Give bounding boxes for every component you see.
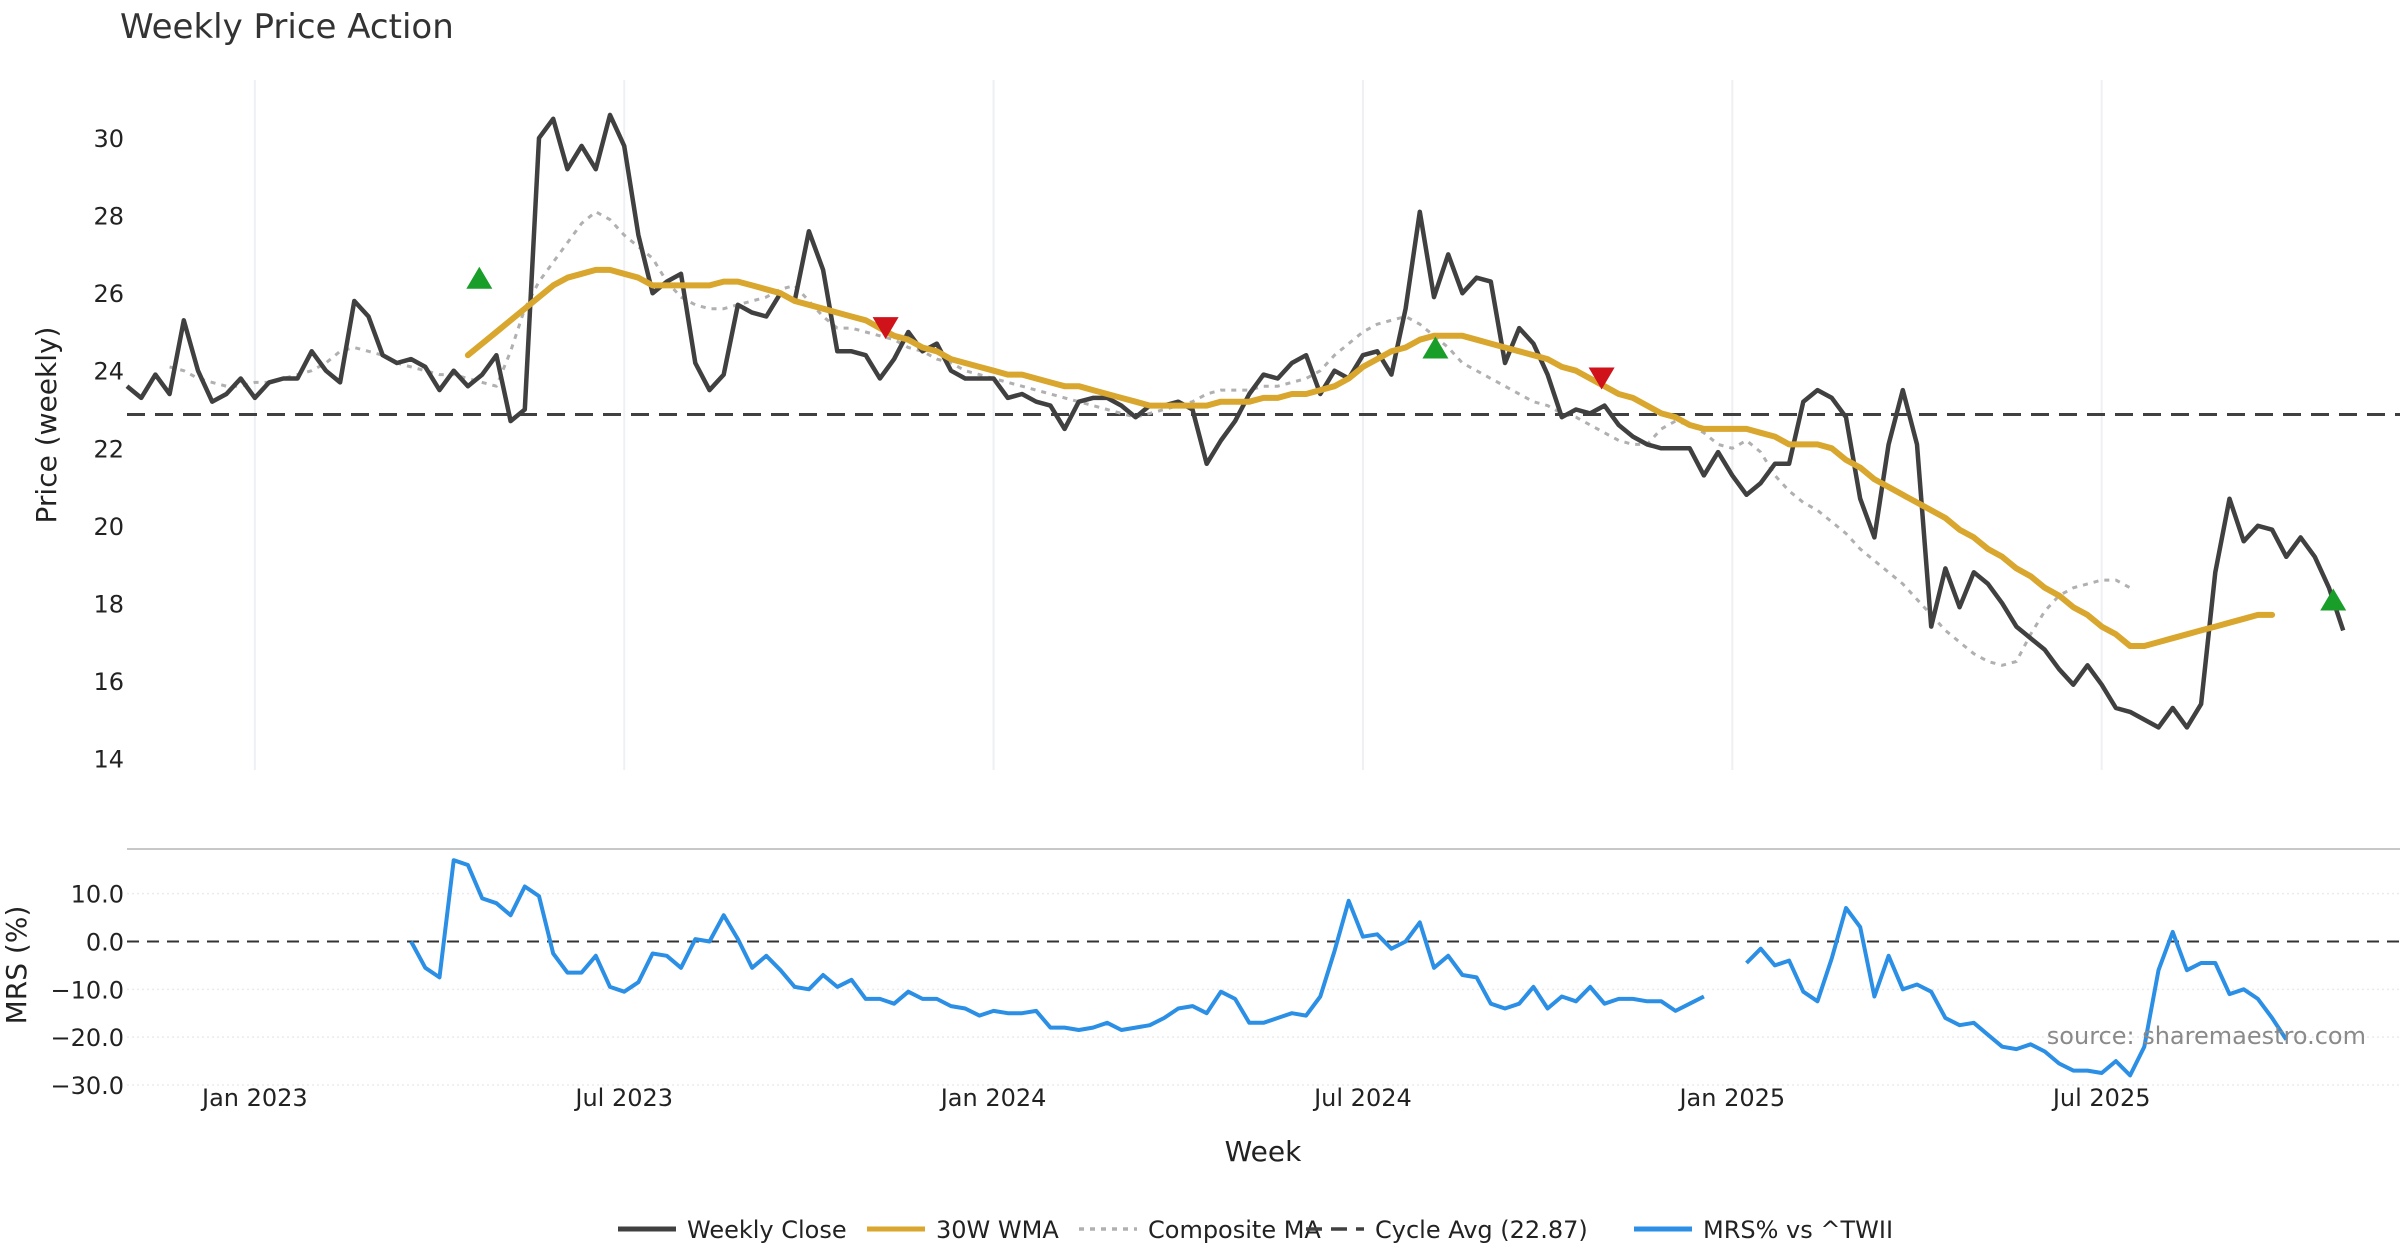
x-tick-label: Jan 2025 [1677,1084,1785,1112]
price-y-axis: 14 16 18 20 22 24 26 28 30 [93,125,124,773]
legend-label: Composite MA [1148,1216,1321,1244]
x-tick-label: Jan 2024 [939,1084,1047,1112]
legend: Weekly Close 30W WMA Composite MA Cycle Avg… [618,1216,1893,1244]
legend-label: Cycle Avg (22.87) [1375,1216,1588,1244]
price-y-tick-label: 30 [93,125,124,153]
mrs-series-group [409,858,2288,1078]
price-series-group [125,112,2400,730]
x-axis: Jan 2023 Jul 2023 Jan 2024 Jul 2024 Jan 2025… [200,1084,2151,1112]
mrs-line-segment [409,858,1705,1032]
buy-signal-marker [466,266,493,289]
price-y-tick-label: 18 [93,590,124,618]
chart-title: Weekly Price Action [120,7,454,47]
weekly-close-line [125,112,2346,730]
mrs-y-tick-label: −30.0 [50,1072,124,1100]
sell-signal-marker [872,317,899,340]
x-tick-label: Jul 2023 [573,1084,673,1112]
x-axis-title: Week [1225,1135,1302,1168]
x-tick-label: Jul 2025 [2051,1084,2151,1112]
mrs-line-segment [1745,906,2288,1078]
sell-signal-marker [1588,367,1615,390]
mrs-y-tick-label: 0.0 [86,928,124,956]
price-panel-grid [253,80,2103,770]
price-y-tick-label: 26 [93,280,124,308]
price-y-tick-label: 20 [93,513,124,541]
price-y-tick-label: 16 [93,668,124,696]
source-watermark: source: sharemaestro.com [2047,1022,2366,1050]
price-y-tick-label: 14 [93,745,124,773]
mrs-y-tick-label: −20.0 [50,1024,124,1052]
legend-label: Weekly Close [687,1216,847,1244]
x-tick-label: Jul 2024 [1312,1084,1412,1112]
x-tick-label: Jan 2023 [200,1084,308,1112]
wma-30w-line [464,266,2276,649]
price-y-tick-label: 22 [93,435,124,463]
mrs-y-axis: −30.0 −20.0 −10.0 0.0 10.0 [50,881,124,1100]
price-y-tick-label: 24 [93,358,124,386]
buy-signal-marker [1422,336,1449,359]
composite-ma-line [169,210,2131,667]
buy-signal-marker [2320,588,2347,611]
signal-markers [466,266,2347,611]
price-y-tick-label: 28 [93,203,124,231]
mrs-panel-grid [127,892,2400,1086]
mrs-y-axis-title: MRS (%) [0,906,33,1025]
legend-label: MRS% vs ^TWII [1703,1216,1893,1244]
price-y-axis-title: Price (weekly) [30,327,63,524]
mrs-y-tick-label: 10.0 [71,881,124,909]
legend-label: 30W WMA [936,1216,1059,1244]
mrs-y-tick-label: −10.0 [50,976,124,1004]
